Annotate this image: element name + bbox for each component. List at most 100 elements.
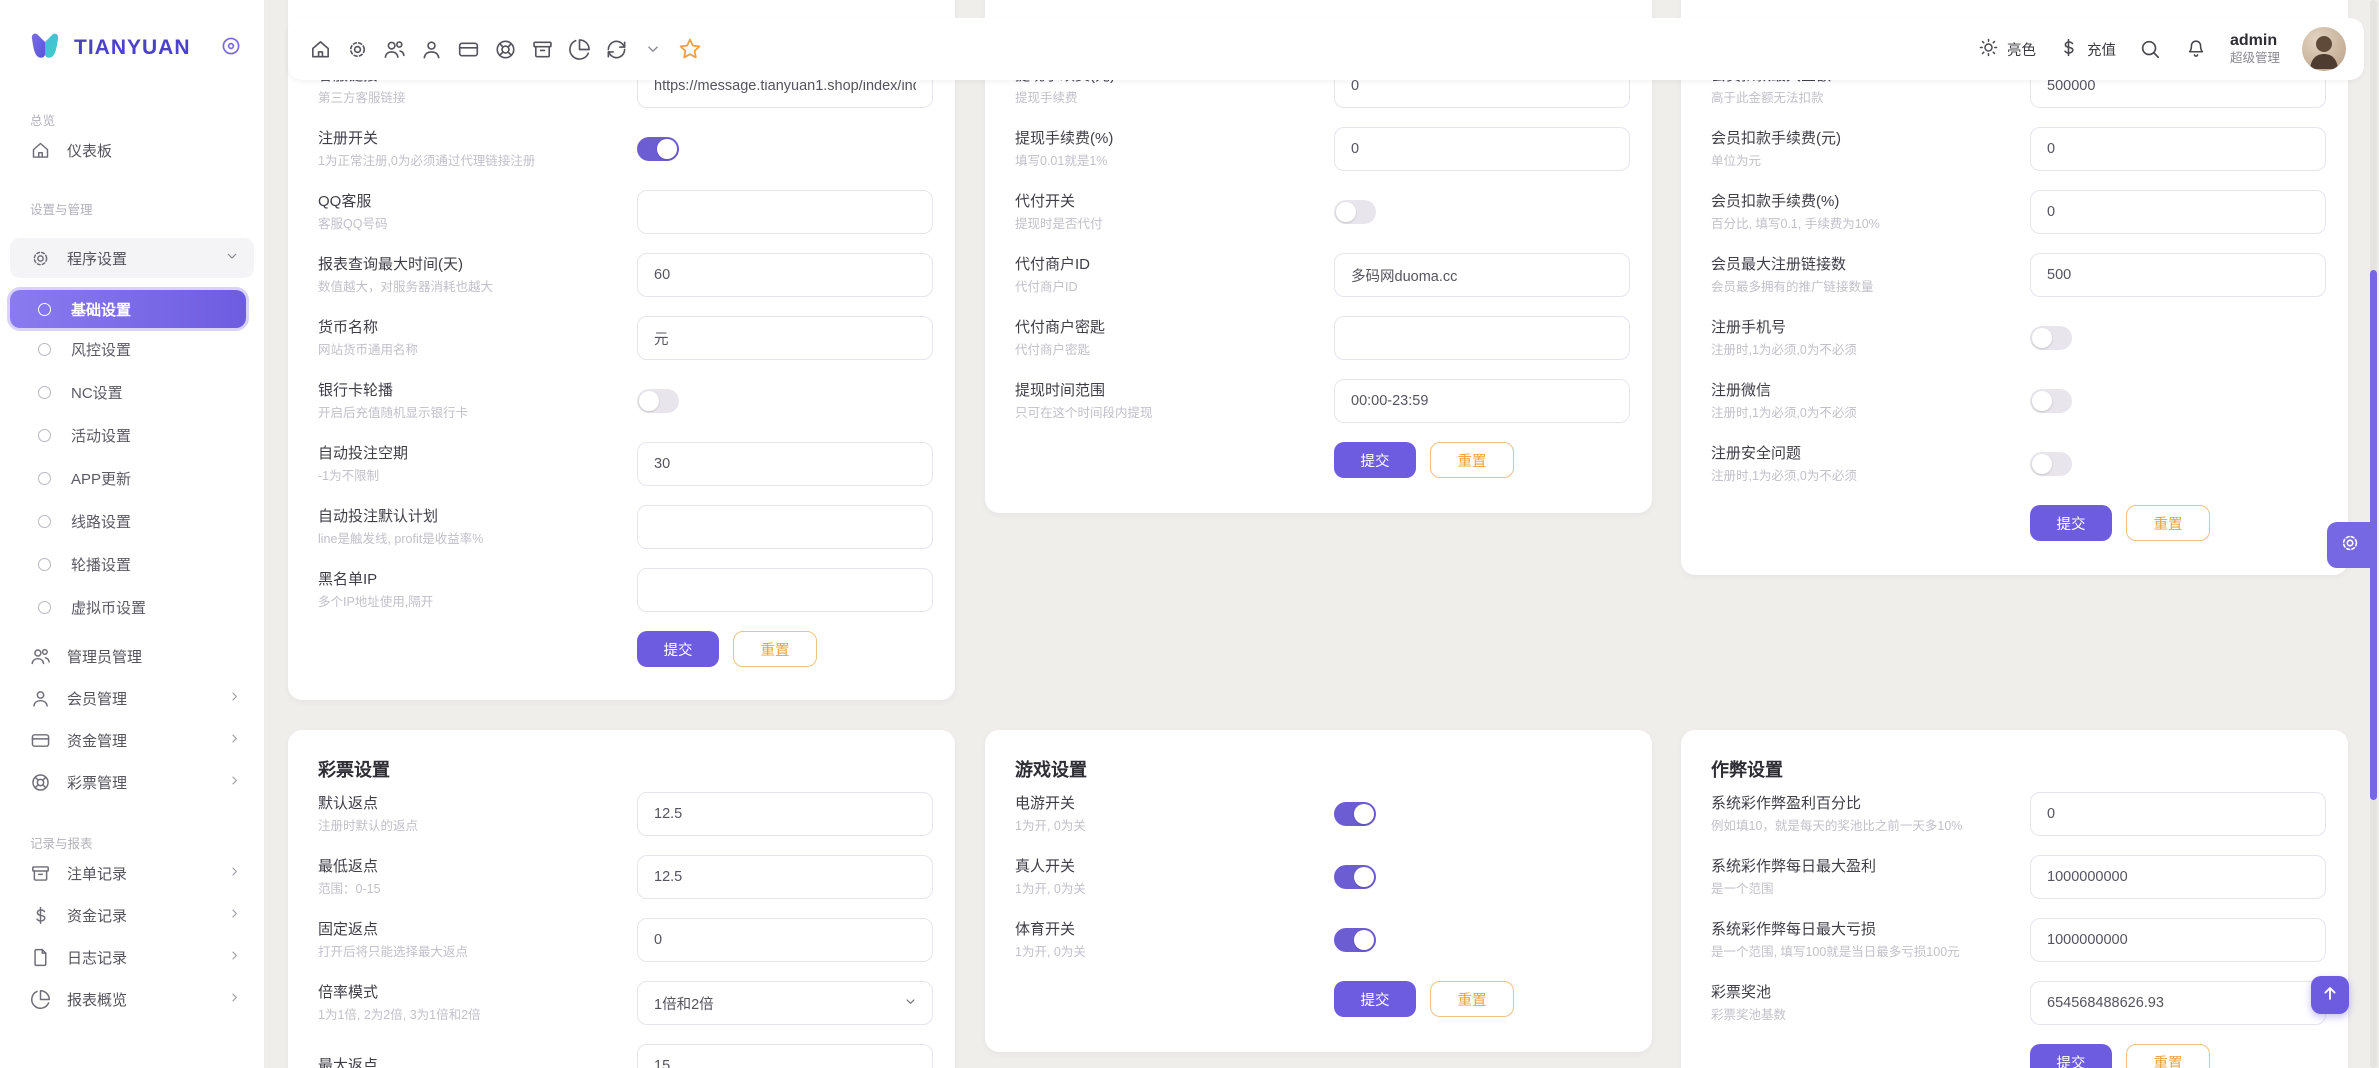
text-input-会员扣款手续费(%)[interactable] (2030, 190, 2326, 234)
card-actions: 提交 重置 (2030, 1044, 2326, 1068)
pie-chart-icon[interactable] (567, 37, 591, 61)
toggle-真人开关[interactable] (1334, 865, 1376, 889)
field-control (2030, 253, 2326, 297)
text-input-代付商户ID[interactable] (1334, 253, 1630, 297)
text-input-报表查询最大时间(天)[interactable] (637, 253, 933, 297)
sidebar-subitem-虚拟币设置[interactable]: 虚拟币设置 (0, 586, 264, 629)
toolbar-shortcut-icons (308, 37, 702, 61)
toggle-体育开关[interactable] (1334, 928, 1376, 952)
users-icon[interactable] (382, 37, 406, 61)
avatar[interactable] (2302, 27, 2346, 71)
field-control (637, 918, 933, 962)
text-input-自动投注空期[interactable] (637, 442, 933, 486)
text-input-系统彩作弊每日最大亏损[interactable] (2030, 918, 2326, 962)
toggle-knob (2032, 454, 2052, 474)
field-hint: 会员最多拥有的推广链接数量 (1711, 280, 1874, 294)
text-input-提现手续费(%)[interactable] (1334, 127, 1630, 171)
home-icon[interactable] (308, 37, 332, 61)
text-input-最低返点[interactable] (637, 855, 933, 899)
text-input-会员扣款手续费(元)[interactable] (2030, 127, 2326, 171)
refresh-icon[interactable] (604, 37, 628, 61)
reset-button[interactable]: 重置 (2126, 1044, 2210, 1068)
text-input-彩票奖池[interactable] (2030, 981, 2326, 1025)
reset-button[interactable]: 重置 (733, 631, 817, 667)
sidebar-item-资金管理[interactable]: 资金管理 (0, 719, 264, 761)
submit-button[interactable]: 提交 (637, 631, 719, 667)
archive-icon[interactable] (530, 37, 554, 61)
toggle-注册安全问题[interactable] (2030, 452, 2072, 476)
sidebar-subitem-APP更新[interactable]: APP更新 (0, 457, 264, 500)
reset-button[interactable]: 重置 (1430, 442, 1514, 478)
sidebar-item-彩票管理[interactable]: 彩票管理 (0, 761, 264, 803)
user-info[interactable]: admin 超级管理 (2230, 31, 2280, 67)
field-control (637, 389, 933, 413)
text-input-默认返点[interactable] (637, 792, 933, 836)
text-input-系统彩作弊每日最大盈利[interactable] (2030, 855, 2326, 899)
pie-chart-icon (30, 989, 51, 1010)
sidebar-subitem-活动设置[interactable]: 活动设置 (0, 414, 264, 457)
field-label: 会员最大注册链接数 (1711, 255, 1847, 273)
submit-button[interactable]: 提交 (2030, 1044, 2112, 1068)
star-icon[interactable] (678, 37, 702, 61)
sidebar-section-header: 记录与报表 (30, 837, 93, 851)
submit-button[interactable]: 提交 (2030, 505, 2112, 541)
reset-button[interactable]: 重置 (1430, 981, 1514, 1017)
field-labels: 体育开关 1为开, 0为关 (1015, 920, 1334, 961)
sidebar-item-资金记录[interactable]: 资金记录 (0, 894, 264, 936)
field-control (637, 855, 933, 899)
sidebar-collapse-icon[interactable] (220, 35, 242, 62)
field-label: 报表查询最大时间(天) (318, 255, 463, 273)
scrollbar-thumb[interactable] (2370, 270, 2377, 800)
gear-icon[interactable] (345, 37, 369, 61)
sidebar-subitem-NC设置[interactable]: NC设置 (0, 371, 264, 414)
select-倍率模式[interactable]: 1倍和2倍 (637, 981, 933, 1025)
sidebar-subitem-label: 轮播设置 (71, 557, 132, 574)
text-input-会员最大注册链接数[interactable] (2030, 253, 2326, 297)
toggle-银行卡轮播[interactable] (637, 389, 679, 413)
form-row: 注册手机号 注册时,1为必须,0为不必须 (1711, 316, 2326, 360)
toggle-代付开关[interactable] (1334, 200, 1376, 224)
sidebar-subitem-风控设置[interactable]: 风控设置 (0, 328, 264, 371)
settings-fab[interactable] (2327, 522, 2373, 568)
text-input-提现时间范围[interactable] (1334, 379, 1630, 423)
theme-toggle[interactable]: 亮色 (1978, 37, 2036, 62)
toggle-注册开关[interactable] (637, 137, 679, 161)
sidebar-subitem-基础设置[interactable]: 基础设置 (10, 290, 246, 328)
toggle-电游开关[interactable] (1334, 802, 1376, 826)
user-icon[interactable] (419, 37, 443, 61)
recharge-button[interactable]: 充值 (2058, 37, 2116, 62)
bell-icon[interactable] (2184, 37, 2208, 61)
toggle-knob (639, 391, 659, 411)
text-input-固定返点[interactable] (637, 918, 933, 962)
topbar: 亮色 充值 admin 超级管理 (288, 18, 2364, 80)
sidebar-item-程序设置[interactable]: 程序设置 (10, 238, 254, 278)
text-input-自动投注默认计划[interactable] (637, 505, 933, 549)
sidebar-item-注单记录[interactable]: 注单记录 (0, 852, 264, 894)
lifebuoy-icon[interactable] (493, 37, 517, 61)
credit-card-icon[interactable] (456, 37, 480, 61)
text-input-最大返点[interactable] (637, 1044, 933, 1068)
sidebar-item-管理员管理[interactable]: 管理员管理 (0, 635, 264, 677)
sidebar-subitem-轮播设置[interactable]: 轮播设置 (0, 543, 264, 586)
text-input-货币名称[interactable] (637, 316, 933, 360)
text-input-代付商户密匙[interactable] (1334, 316, 1630, 360)
search-icon[interactable] (2138, 37, 2162, 61)
field-control (2030, 190, 2326, 234)
form-row: 代付商户ID 代付商户ID (1015, 253, 1630, 297)
sidebar-item-仪表板[interactable]: 仪表板 (0, 129, 264, 171)
chevron-down-icon[interactable] (641, 37, 665, 61)
sidebar-item-日志记录[interactable]: 日志记录 (0, 936, 264, 978)
text-input-QQ客服[interactable] (637, 190, 933, 234)
text-input-黑名单IP[interactable] (637, 568, 933, 612)
sidebar-item-会员管理[interactable]: 会员管理 (0, 677, 264, 719)
reset-button[interactable]: 重置 (2126, 505, 2210, 541)
submit-button[interactable]: 提交 (1334, 981, 1416, 1017)
toggle-注册微信[interactable] (2030, 389, 2072, 413)
back-to-top-button[interactable] (2311, 976, 2349, 1014)
sidebar-subitem-线路设置[interactable]: 线路设置 (0, 500, 264, 543)
submit-button[interactable]: 提交 (1334, 442, 1416, 478)
toggle-注册手机号[interactable] (2030, 326, 2072, 350)
field-hint: 注册时,1为必须,0为不必须 (1711, 343, 1857, 357)
text-input-系统彩作弊盈利百分比[interactable] (2030, 792, 2326, 836)
sidebar-item-报表概览[interactable]: 报表概览 (0, 978, 264, 1020)
